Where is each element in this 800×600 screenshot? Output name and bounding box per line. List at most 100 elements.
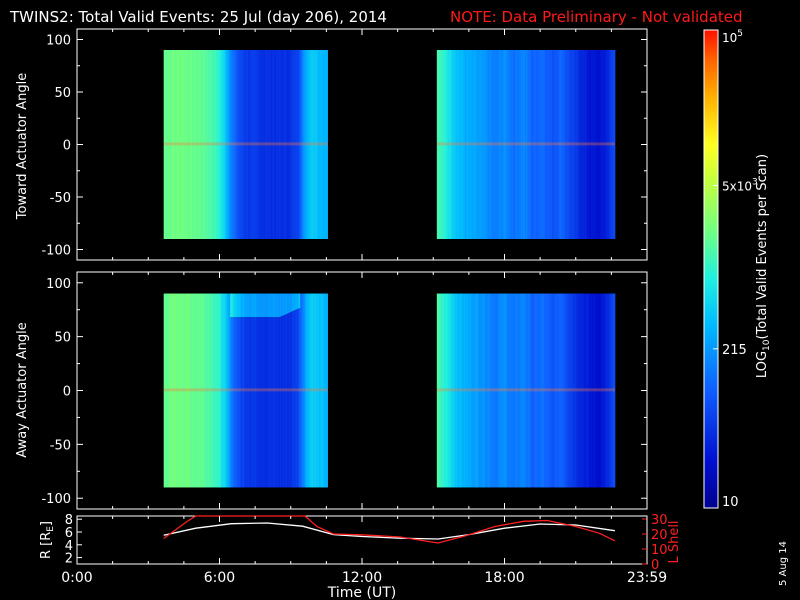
away-cell	[534, 293, 536, 488]
away-cell	[476, 293, 478, 488]
away-cell	[584, 293, 586, 488]
toward-cell	[210, 50, 212, 239]
toward-cell	[509, 50, 511, 239]
away-cell	[500, 293, 503, 488]
away-cell	[554, 293, 556, 488]
away-cell	[264, 317, 267, 488]
away-cell	[314, 293, 317, 488]
toward-cell	[489, 50, 491, 239]
away-cell-upper	[268, 293, 270, 318]
away-cell	[259, 317, 262, 488]
toward-cell	[214, 50, 217, 239]
away-cell-upper	[231, 293, 233, 318]
away-cell	[168, 293, 171, 488]
away-cell	[172, 293, 174, 488]
away-cell	[486, 293, 489, 488]
lshell-ytick-label: 30	[651, 513, 668, 528]
toward-cell	[595, 50, 598, 239]
away-cell	[487, 293, 490, 488]
toward-cell	[591, 50, 593, 239]
away-cell	[221, 293, 224, 488]
away-cell	[220, 293, 223, 488]
away-cell	[438, 293, 440, 488]
away-cell	[295, 309, 298, 488]
toward-cell	[436, 50, 439, 239]
away-cell	[204, 293, 206, 488]
away-cell	[187, 293, 190, 488]
time-tick-label: 18:00	[484, 570, 524, 586]
toward-cell	[484, 50, 486, 239]
away-cell	[517, 293, 520, 488]
away-cell	[611, 293, 613, 488]
away-cell-upper	[237, 293, 239, 318]
toward-cell	[464, 50, 466, 239]
date-stamp: 5 Aug 14	[778, 541, 789, 586]
away-cell	[223, 293, 225, 488]
away-cell	[309, 293, 312, 488]
toward-cell	[213, 50, 216, 239]
away-cell	[306, 293, 308, 488]
away-cell	[163, 293, 166, 488]
away-cell	[208, 293, 211, 488]
away-cell	[535, 293, 537, 488]
toward-cell	[512, 50, 515, 239]
away-cell	[233, 317, 236, 488]
away-cell	[478, 293, 480, 488]
away-cell	[470, 293, 472, 488]
radius-ytick-label: 4	[65, 539, 73, 554]
toward-cell	[611, 50, 613, 239]
away-cell	[199, 293, 201, 488]
toward-cell	[231, 50, 233, 239]
toward-cell	[259, 50, 262, 239]
toward-cell	[193, 50, 195, 239]
toward-cell	[257, 50, 260, 239]
away-cell	[471, 293, 473, 488]
toward-cell	[236, 50, 238, 239]
away-cell	[569, 293, 572, 488]
toward-cell	[565, 50, 567, 239]
toward-cell	[200, 50, 203, 239]
toward-cell	[500, 50, 503, 239]
away-cell	[529, 293, 532, 488]
away-cell	[575, 293, 578, 488]
toward-cell	[546, 50, 548, 239]
away-cell-upper	[253, 293, 256, 318]
away-cell	[326, 293, 328, 488]
away-cell-upper	[259, 293, 262, 318]
toward-cell	[227, 50, 230, 239]
away-cell	[439, 293, 441, 488]
toward-cell	[215, 50, 218, 239]
away-ytick-label: -50	[50, 438, 71, 453]
toward-cell	[282, 50, 285, 239]
radius-ylabel-sub: E	[46, 526, 56, 532]
toward-cell	[567, 50, 570, 239]
colorbar-label: LOG10(Total Valid Events per Scan)	[755, 154, 772, 378]
toward-cell	[194, 50, 197, 239]
away-cell	[173, 293, 175, 488]
away-cell	[590, 293, 592, 488]
away-cell-upper	[296, 293, 299, 310]
toward-cell	[609, 50, 611, 239]
toward-cell	[296, 50, 299, 239]
toward-cell	[310, 50, 313, 239]
toward-cell	[582, 50, 585, 239]
away-cell	[226, 293, 229, 488]
away-cell	[514, 293, 516, 488]
toward-cell	[306, 50, 308, 239]
toward-cell	[468, 50, 471, 239]
toward-cell	[224, 50, 226, 239]
toward-cell	[535, 50, 537, 239]
away-cell	[211, 293, 213, 488]
toward-cell	[544, 50, 547, 239]
away-band	[163, 388, 328, 392]
away-cell	[179, 293, 181, 488]
toward-cell	[514, 50, 516, 239]
away-cell	[174, 293, 176, 488]
away-cell-upper	[280, 293, 282, 317]
toward-cell	[326, 50, 328, 239]
away-cell-upper	[255, 293, 257, 318]
toward-cell	[283, 50, 286, 239]
away-cell-upper	[243, 293, 245, 318]
away-cell	[218, 293, 220, 488]
toward-cell	[253, 50, 256, 239]
